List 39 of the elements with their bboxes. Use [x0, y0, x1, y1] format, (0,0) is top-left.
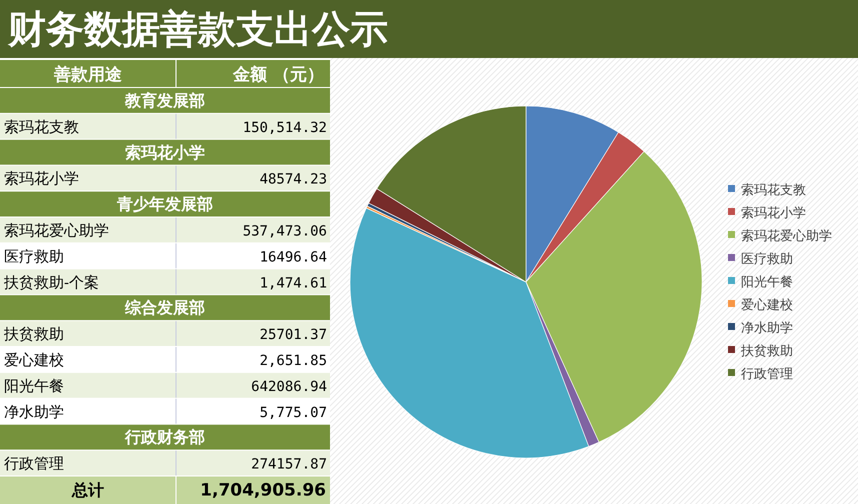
legend-label: 扶贫救助: [740, 344, 793, 359]
category-label: 索玛花小学: [125, 142, 205, 162]
category-label: 扶贫救助: [3, 325, 64, 344]
legend-label: 医疗救助: [741, 252, 793, 267]
legend-label: 索玛花爱心助学: [741, 228, 832, 244]
category-label: 爱心建校: [4, 351, 64, 369]
category-label: 总计: [71, 480, 104, 500]
data-label: 48574.23: [260, 172, 327, 188]
text: 财务数据善款支出公示: [7, 6, 388, 51]
data-label: 16496.64: [260, 249, 327, 266]
legend-label: 净水助学: [741, 321, 793, 336]
category-label: 行政管理: [4, 454, 64, 473]
category-label: 青少年发展部: [116, 194, 213, 214]
data-label: 1,474.61: [260, 275, 327, 292]
category-label: 扶贫救助-个案: [3, 273, 100, 292]
legend-label: 索玛花支教: [741, 183, 806, 198]
category-label: 索玛花支教: [4, 118, 79, 136]
category-label: 综合发展部: [124, 298, 205, 318]
data-label: 5,775.07: [260, 404, 327, 421]
legend-label: 行政管理: [741, 367, 793, 382]
legend-label: 索玛花小学: [741, 206, 806, 221]
data-label: 642086.94: [251, 378, 327, 395]
category-label: 阳光午餐: [4, 376, 64, 395]
legend-label: 爱心建校: [741, 297, 793, 313]
data-label: 2,651.85: [260, 353, 327, 369]
category-label: 净水助学: [4, 402, 64, 421]
data-label: 25701.37: [260, 327, 327, 344]
data-label: 150,514.32: [242, 120, 327, 136]
data-label: 1,704,905.96: [200, 480, 326, 500]
category-label: 索玛花爱心助学: [4, 222, 109, 240]
category-label: 行政财务部: [124, 428, 205, 447]
category-label: 教育发展部: [124, 91, 205, 110]
legend-label: 阳光午餐: [741, 275, 793, 290]
text: 善款用途: [53, 64, 122, 85]
category-label: 医疗救助: [4, 247, 64, 266]
category-label: 索玛花小学: [4, 170, 79, 188]
data-label: 537,473.06: [242, 224, 327, 240]
data-label: 274157.87: [251, 456, 327, 473]
text: 金额 （元）: [232, 65, 324, 85]
